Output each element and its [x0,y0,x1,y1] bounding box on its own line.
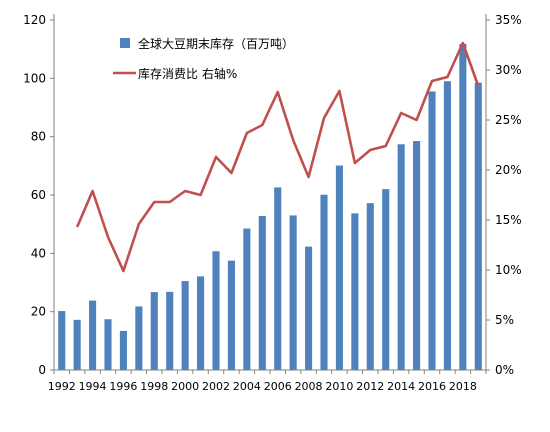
bar-1997 [135,306,143,370]
bar-2004 [243,228,251,370]
left-tick-label: 80 [31,130,46,144]
legend: 全球大豆期末库存（百万吨） 库存消费比 右轴% [113,36,294,81]
bar-2014 [397,144,405,370]
bar-1993 [73,319,81,370]
bar-2013 [382,189,390,370]
right-tick-label: 10% [495,263,522,277]
x-tick-label: 2008 [295,380,323,393]
bar-1996 [119,330,127,370]
x-tick-label: 2018 [449,380,477,393]
bar-2012 [366,203,374,370]
right-tick-label: 20% [495,163,522,177]
axes [53,14,487,371]
x-tick-label: 2010 [325,380,353,393]
left-axis-ticks: 0 20 40 60 80 100 120 [23,13,54,377]
left-tick-label: 40 [31,246,46,260]
bar-2017 [443,81,451,370]
bar-2002 [212,251,220,370]
x-tick-label: 1996 [109,380,137,393]
bar-2019 [474,82,482,371]
x-tick-label: 1998 [140,380,168,393]
bar-2007 [289,215,297,370]
bar-2011 [351,213,359,371]
left-tick-label: 0 [38,363,46,377]
right-tick-label: 35% [495,13,522,27]
bar-1995 [104,319,112,370]
bar-2000 [181,281,189,370]
x-tick-label: 2006 [264,380,292,393]
bar-2018 [459,43,467,371]
bar-2016 [428,91,436,371]
bar-2003 [227,260,235,371]
right-axis-ticks: 0% 5% 10% 15% 20% 25% 30% 35% [486,13,522,377]
ratio-line [75,41,480,273]
left-tick-label: 20 [31,305,46,319]
line-series [75,41,480,273]
right-tick-label: 25% [495,113,522,127]
bar-1999 [166,291,174,370]
left-tick-label: 100 [23,71,46,85]
bar-1998 [150,292,158,371]
right-tick-label: 0% [495,363,514,377]
x-tick-label: 2004 [233,380,261,393]
bar-2001 [197,276,205,371]
bar-2015 [413,141,421,370]
bar-2006 [274,187,282,370]
bar-series [58,43,482,371]
left-tick-label: 120 [23,13,46,27]
legend-label-ratio: 库存消费比 右轴% [138,66,237,81]
bar-2010 [335,165,343,370]
x-tick-label: 2000 [171,380,199,393]
bar-1992 [58,311,66,370]
legend-swatch-stock [120,38,130,48]
left-tick-label: 60 [31,188,46,202]
bar-1994 [89,300,97,370]
x-tick-label: 2012 [356,380,384,393]
legend-label-stock: 全球大豆期末库存（百万吨） [138,36,294,51]
right-tick-label: 30% [495,63,522,77]
bar-2008 [305,246,313,371]
x-tick-label: 1992 [48,380,76,393]
x-axis-ticks: 1992 1994 1996 1998 2000 2002 2004 2006 2008 2010… [48,370,487,393]
x-tick-label: 2016 [418,380,446,393]
bar-2009 [320,194,328,370]
right-tick-label: 15% [495,213,522,227]
x-tick-label: 2002 [202,380,230,393]
bar-2005 [258,216,266,370]
x-tick-label: 2014 [387,380,415,393]
right-tick-label: 5% [495,313,514,327]
x-tick-label: 1994 [79,380,107,393]
